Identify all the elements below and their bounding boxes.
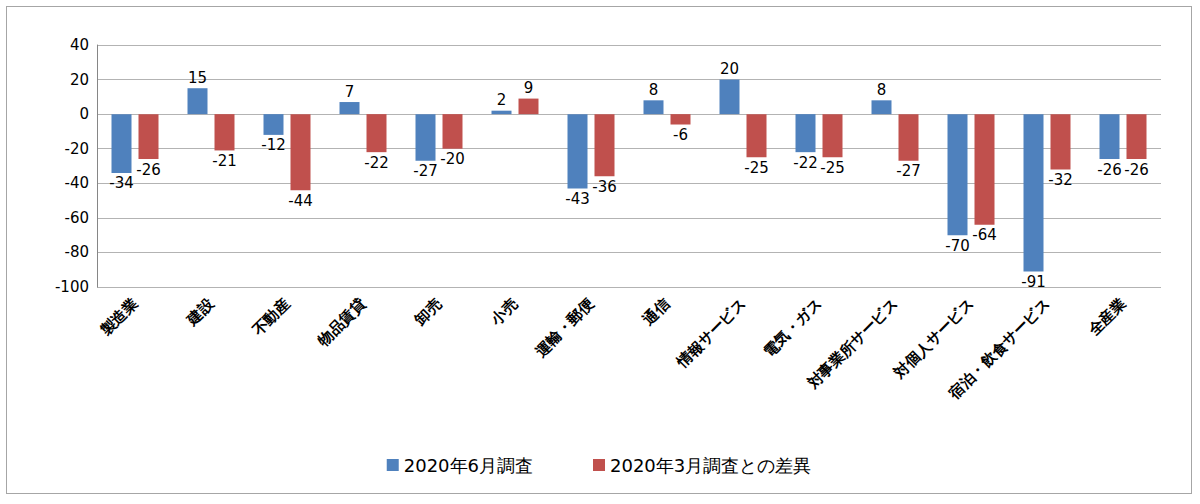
svg-text:対事業所サービス: 対事業所サービス [803, 295, 901, 393]
svg-text:電気・ガス: 電気・ガス [760, 295, 826, 361]
svg-text:-43: -43 [565, 190, 590, 208]
svg-text:-26: -26 [1097, 161, 1122, 179]
svg-text:-27: -27 [896, 162, 921, 180]
svg-text:-20: -20 [440, 150, 465, 168]
svg-text:-21: -21 [212, 152, 237, 170]
svg-text:全産業: 全産業 [1084, 295, 1129, 340]
svg-text:-34: -34 [109, 174, 134, 192]
svg-text:8: 8 [649, 81, 659, 99]
svg-text:-36: -36 [592, 178, 617, 196]
svg-text:-6: -6 [673, 126, 688, 144]
svg-text:-70: -70 [945, 237, 970, 255]
svg-text:-22: -22 [793, 154, 818, 172]
svg-text:運輸・郵便: 運輸・郵便 [531, 295, 597, 361]
svg-text:卸売: 卸売 [411, 295, 446, 330]
svg-text:-40: -40 [65, 174, 90, 192]
svg-text:8: 8 [877, 81, 887, 99]
svg-text:7: 7 [345, 83, 355, 101]
svg-text:-100: -100 [55, 278, 89, 296]
svg-text:-26: -26 [1124, 161, 1149, 179]
svg-text:-26: -26 [136, 161, 161, 179]
svg-text:情報サービス: 情報サービス [672, 295, 749, 372]
svg-text:小売: 小売 [487, 295, 522, 330]
svg-text:対個人サービス: 対個人サービス [890, 295, 978, 383]
svg-text:-25: -25 [744, 159, 769, 177]
svg-text:-27: -27 [413, 162, 438, 180]
svg-text:20: 20 [720, 60, 739, 78]
svg-text:不動産: 不動産 [248, 295, 293, 340]
svg-text:-64: -64 [972, 226, 997, 244]
svg-text:建設: 建設 [183, 294, 218, 329]
svg-text:0: 0 [79, 105, 89, 123]
svg-text:-25: -25 [820, 159, 845, 177]
svg-text:2020年3月調査との差異: 2020年3月調査との差異 [610, 455, 811, 476]
svg-text:-22: -22 [364, 154, 389, 172]
svg-text:40: 40 [70, 36, 89, 54]
svg-text:9: 9 [524, 79, 534, 97]
svg-text:製造業: 製造業 [96, 295, 141, 340]
svg-text:-91: -91 [1021, 273, 1046, 291]
svg-text:通信: 通信 [639, 295, 674, 330]
svg-text:-60: -60 [65, 209, 90, 227]
svg-text:-12: -12 [261, 136, 286, 154]
svg-text:-44: -44 [288, 192, 313, 210]
svg-text:-80: -80 [65, 243, 90, 261]
svg-text:2020年6月調査: 2020年6月調査 [404, 455, 533, 476]
svg-text:20: 20 [70, 71, 89, 89]
svg-text:宿泊・飲食サービス: 宿泊・飲食サービス [944, 295, 1053, 404]
svg-text:15: 15 [188, 69, 207, 87]
svg-text:-20: -20 [65, 140, 90, 158]
svg-text:2: 2 [497, 91, 507, 109]
svg-text:物品賃貸: 物品賃貸 [314, 295, 370, 351]
svg-text:-32: -32 [1048, 171, 1073, 189]
